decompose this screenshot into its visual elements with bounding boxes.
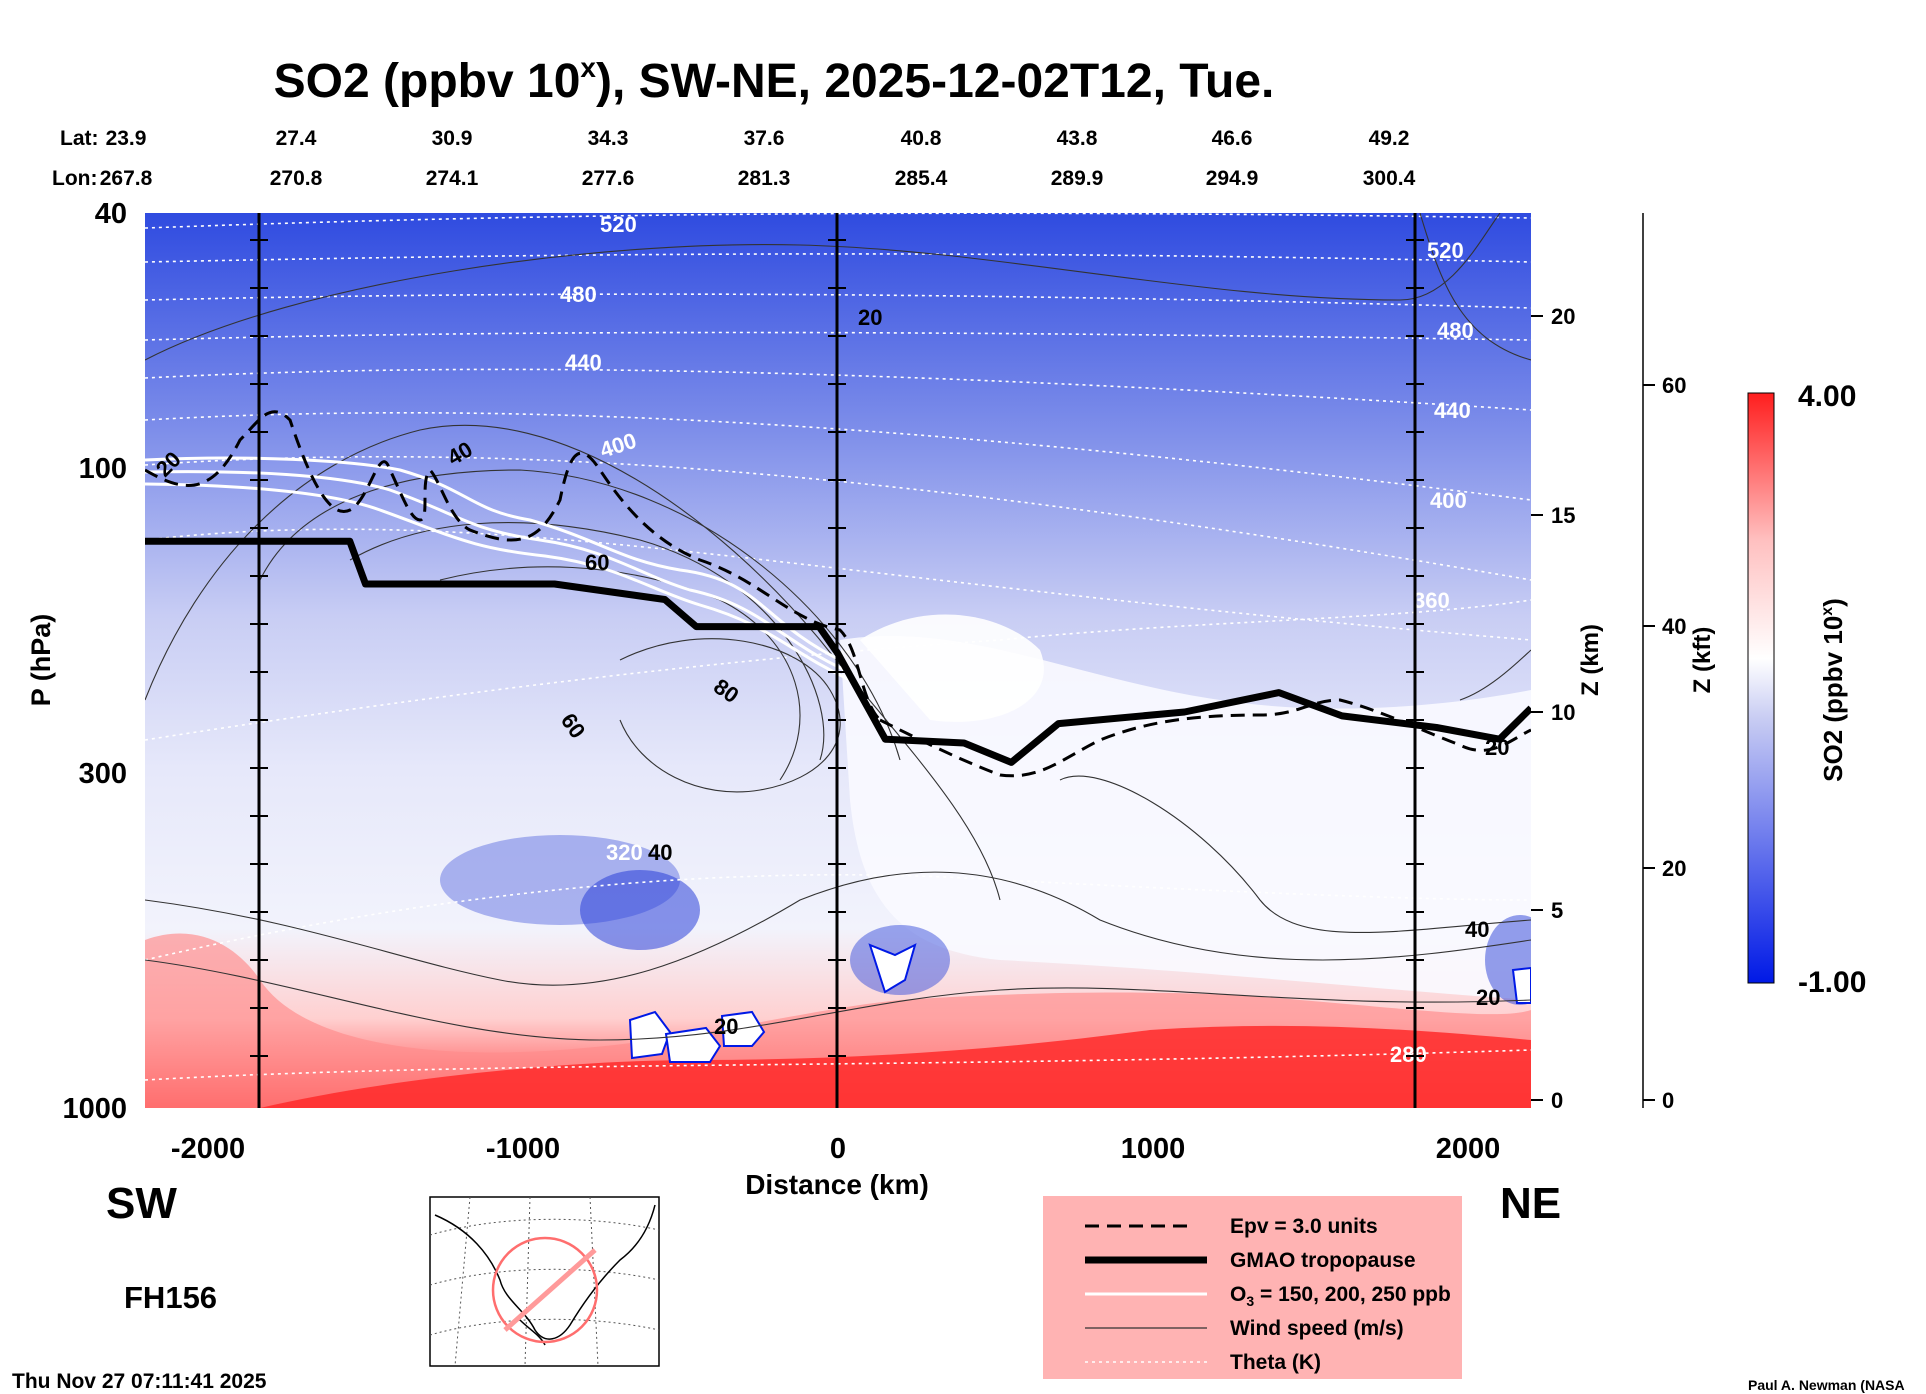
y-tick-label: 100 (79, 453, 127, 485)
x-tick-label: 0 (830, 1133, 846, 1165)
lon-value: 277.6 (582, 167, 635, 190)
z-kft-tick-label: 40 (1662, 614, 1686, 639)
x-tick-label: -2000 (171, 1133, 245, 1165)
so2-red-surface-core (260, 1025, 1531, 1108)
y-tick-label: 40 (95, 198, 127, 230)
chart-title: SO2 (ppbv 10x), SW-NE, 2025-12-02T12, Tu… (274, 52, 1275, 108)
z-km-label: Z (km) (1577, 624, 1604, 696)
x-tick-label: 1000 (1121, 1133, 1186, 1165)
svg-text:O3 = 150, 200, 250 ppb: O3 = 150, 200, 250 ppb (1230, 1283, 1451, 1309)
lat-value: 37.6 (744, 127, 785, 150)
svg-text:480: 480 (1437, 318, 1474, 343)
svg-text:480: 480 (560, 282, 597, 307)
z-kft-tick-label: 0 (1662, 1088, 1674, 1113)
z-km-tick-label: 20 (1551, 304, 1575, 329)
svg-text:440: 440 (1434, 398, 1471, 423)
x-tick-label: -1000 (486, 1133, 560, 1165)
x-axis-distance: -2000 -1000 0 1000 2000 (171, 1133, 1500, 1165)
gmao-tropopause-line (145, 537, 1531, 766)
lat-value: 43.8 (1057, 127, 1098, 150)
svg-text:Theta (K): Theta (K) (1230, 1351, 1321, 1374)
z-kft-axis: 0 20 40 60 (1642, 213, 1686, 1113)
lat-value: 34.3 (588, 127, 629, 150)
lat-label: Lat: (60, 127, 99, 150)
x-axis-label: Distance (km) (745, 1169, 929, 1200)
lat-lon-values: 23.9 267.8 27.4 270.8 30.9 274.1 34.3 277.6 37.6… (100, 127, 1416, 190)
z-kft-label: Z (kft) (1689, 627, 1716, 694)
svg-text:520: 520 (600, 212, 637, 237)
z-km-tick-label: 10 (1551, 700, 1575, 725)
lon-value: 281.3 (738, 167, 791, 190)
lat-value: 30.9 (432, 127, 473, 150)
svg-text:440: 440 (565, 350, 602, 375)
so2-field-white-region (840, 635, 1531, 1000)
inset-section-line (503, 1248, 597, 1332)
ne-label: NE (1500, 1179, 1561, 1228)
so2-white-hole (720, 1010, 766, 1047)
lon-value: 285.4 (895, 167, 948, 190)
lon-value: 274.1 (426, 167, 479, 190)
lon-value: 294.9 (1206, 167, 1259, 190)
y-axis-label: P (hPa) (26, 614, 56, 707)
z-km-tick-label: 15 (1551, 503, 1575, 528)
inset-range-circle (491, 1236, 599, 1344)
svg-text:20: 20 (714, 1014, 738, 1039)
z-km-axis: 0 5 10 15 20 (1531, 304, 1575, 1113)
svg-text:60: 60 (585, 550, 609, 575)
y-axis-pressure: 40 100 300 1000 (62, 198, 127, 1125)
svg-text:20: 20 (1476, 985, 1500, 1010)
lon-label: Lon: (52, 167, 97, 190)
lon-value: 289.9 (1051, 167, 1104, 190)
svg-text:320: 320 (606, 840, 643, 865)
svg-text:20: 20 (1485, 735, 1509, 760)
svg-text:Wind speed (m/s): Wind speed (m/s) (1230, 1317, 1404, 1340)
so2-white-hole (1511, 966, 1531, 1004)
theta-contours (145, 213, 1531, 1081)
lat-value: 40.8 (901, 127, 942, 150)
sw-label: SW (106, 1179, 177, 1228)
svg-text:Epv = 3.0 units: Epv = 3.0 units (1230, 1215, 1378, 1238)
colorbar (1747, 392, 1775, 984)
colorbar-min: -1.00 (1798, 966, 1866, 999)
svg-text:400: 400 (1430, 488, 1467, 513)
lat-value: 49.2 (1369, 127, 1410, 150)
y-tick-label: 1000 (62, 1093, 127, 1125)
z-km-tick-label: 0 (1551, 1088, 1563, 1113)
lat-value: 46.6 (1212, 127, 1253, 150)
colorbar-max: 4.00 (1798, 380, 1856, 413)
ref-line-ticks (250, 239, 1424, 1057)
z-km-tick-label: 5 (1551, 898, 1563, 923)
svg-text:360: 360 (1413, 588, 1450, 613)
svg-text:20: 20 (858, 305, 882, 330)
plot-area: 520 480 440 400 360 320 280 520 480 440 … (145, 212, 1531, 1108)
lat-value: 23.9 (106, 127, 147, 150)
svg-text:GMAO tropopause: GMAO tropopause (1230, 1249, 1416, 1272)
svg-text:520: 520 (1427, 238, 1464, 263)
lon-value: 300.4 (1363, 167, 1416, 190)
svg-text:40: 40 (1465, 917, 1489, 942)
footer-credit: Paul A. Newman (NASA (1748, 1377, 1905, 1393)
so2-white-hole (628, 1010, 672, 1060)
so2-blue-blob (580, 870, 700, 950)
so2-white-hole (868, 943, 917, 994)
legend: Epv = 3.0 units GMAO tropopause O3 = 150… (1043, 1196, 1462, 1379)
forecast-hour: FH156 (124, 1280, 217, 1315)
x-tick-label: 2000 (1436, 1133, 1501, 1165)
epv-contours (145, 410, 1531, 778)
colorbar-label: SO2 (ppbv 10x) (1818, 598, 1848, 782)
svg-text:40: 40 (648, 840, 672, 865)
lon-value: 267.8 (100, 167, 153, 190)
footer-timestamp: Thu Nov 27 07:11:41 2025 (12, 1370, 267, 1393)
so2-field-white-upper (860, 614, 1044, 722)
z-kft-tick-label: 60 (1662, 373, 1686, 398)
z-kft-tick-label: 20 (1662, 856, 1686, 881)
inset-map (429, 1196, 660, 1367)
lat-value: 27.4 (276, 127, 317, 150)
svg-text:280: 280 (1390, 1042, 1427, 1067)
y-tick-label: 300 (79, 758, 127, 790)
lon-value: 270.8 (270, 167, 323, 190)
